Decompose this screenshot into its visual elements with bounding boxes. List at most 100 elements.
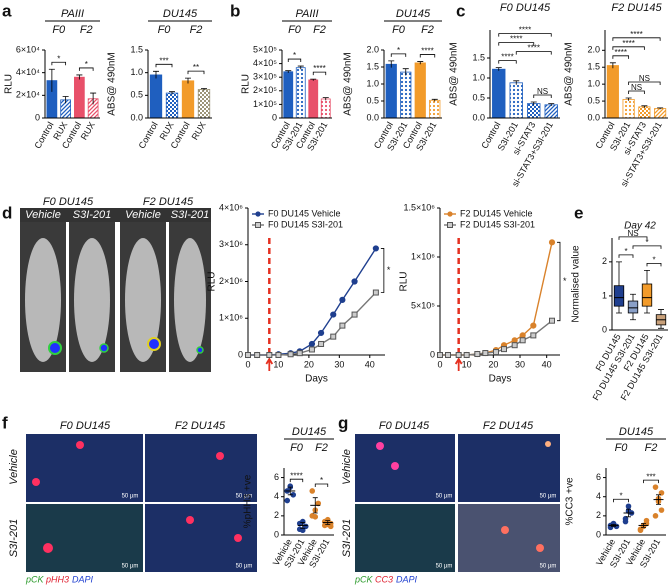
error-bar	[657, 107, 664, 110]
panel-label: f	[2, 413, 8, 432]
mouse	[25, 238, 61, 362]
chart-title: F2 DU145	[611, 2, 662, 14]
significance-bracket	[498, 42, 535, 46]
y-tick-label: 1.5	[587, 62, 600, 72]
significance-bracket	[618, 236, 648, 240]
chart-title: DU145	[396, 8, 431, 20]
significance-bracket	[419, 54, 436, 58]
data-point	[312, 514, 319, 520]
error-bar	[169, 91, 175, 95]
significance-bracket	[51, 61, 67, 66]
panel-label: a	[2, 1, 12, 20]
cell	[536, 544, 544, 552]
marker	[530, 332, 537, 339]
y-axis-label: RLU	[4, 74, 15, 94]
bar	[492, 68, 506, 119]
y-axis-label: ABS@ 490nM	[107, 52, 118, 116]
y-tick-label: 1×10⁶	[411, 251, 435, 261]
significance-label: ****	[510, 35, 522, 44]
significance-bracket	[628, 90, 645, 95]
error-bar	[62, 96, 69, 104]
error-bar	[625, 97, 632, 101]
group-label: F0	[158, 24, 172, 36]
scale-bar: 50 µm	[436, 494, 453, 500]
cell	[501, 526, 509, 534]
x-tick-label: 40	[542, 359, 552, 369]
y-tick-label: 1.0	[472, 72, 485, 82]
significance-bracket	[498, 33, 552, 37]
y-axis-label: ABS@ 490nM	[449, 42, 460, 106]
signal	[48, 341, 62, 355]
y-tick-label: 1.5	[130, 44, 143, 54]
y-tick-label: 0.0	[472, 112, 485, 122]
x-axis-label: Days	[489, 374, 512, 385]
significance-label: ****	[421, 47, 433, 56]
micrograph	[26, 504, 143, 572]
marker	[530, 322, 537, 329]
legend-marker	[447, 222, 453, 228]
y-axis-label: RLU	[399, 271, 410, 291]
significance-label: *	[397, 46, 400, 55]
cell	[391, 462, 399, 470]
marker	[549, 317, 555, 324]
box	[641, 283, 653, 307]
photo-condition: Vehicle	[25, 209, 61, 221]
marker	[455, 352, 462, 358]
y-tick-label: 0.5	[130, 90, 143, 100]
panel-label: b	[230, 1, 240, 20]
x-tick-label: 20	[488, 359, 498, 369]
photo-header	[20, 208, 211, 222]
signal	[196, 346, 204, 354]
bar	[606, 65, 619, 119]
significance-bracket	[390, 53, 407, 57]
error-bar	[300, 522, 306, 529]
photo-panel-d: F0 DU145 F2 DU145 Vehicle S3I-201 Vehicl…	[20, 196, 211, 372]
series-line	[248, 248, 377, 356]
error-bar	[285, 70, 292, 73]
marker	[519, 337, 526, 344]
y-tick-label: 4×10⁶	[219, 202, 243, 212]
significance-label: ***	[646, 472, 655, 481]
y-tick-label: 2	[602, 256, 607, 266]
bar	[181, 80, 195, 119]
bar	[414, 62, 426, 119]
x-tick-label: Control	[137, 120, 160, 150]
panel-label: d	[2, 203, 12, 222]
marker	[372, 289, 379, 296]
error-bar	[48, 68, 55, 92]
scale-bar: 50 µm	[122, 564, 139, 570]
y-axis-label: %CC3 +ve	[565, 477, 576, 526]
scale-bar: 50 µm	[436, 564, 453, 570]
x-tick-label: 20	[304, 359, 314, 369]
y-axis-label: ABS@ 490nM	[343, 52, 354, 116]
x-tick-label: 10	[273, 359, 283, 369]
significance-bracket	[643, 479, 659, 484]
significance-label: *	[293, 51, 296, 60]
marker	[519, 332, 526, 339]
cell	[376, 442, 384, 450]
bar	[165, 92, 179, 119]
group-label: F2	[190, 24, 203, 36]
scale-bar: 50 µm	[236, 564, 253, 570]
chart-title: Day 42	[624, 221, 656, 232]
significance-label: *	[619, 491, 622, 500]
significance-bracket	[612, 37, 661, 41]
x-tick-label: 0	[437, 359, 442, 369]
significance-label: ****	[313, 64, 325, 73]
group-label: F2	[421, 24, 434, 36]
data-point	[284, 497, 291, 504]
marker	[317, 329, 325, 337]
cell	[545, 441, 551, 447]
micrograph-panel-f: F0 DU145 F2 DU145 Vehicle S3I-201 50 µm …	[8, 420, 257, 584]
error-bar	[322, 97, 329, 101]
significance-bracket	[557, 241, 561, 322]
photo-condition: S3I-201	[171, 209, 210, 221]
y-axis-label: Normalised value	[571, 245, 582, 323]
significance-label: NS	[639, 74, 650, 83]
micrograph	[458, 504, 560, 572]
marker	[330, 311, 337, 318]
y-tick-label: 1.5	[472, 52, 485, 62]
column-label: F0 DU145	[60, 420, 111, 432]
legend-label: F0 DU145 Vehicle	[268, 208, 341, 218]
photo-group: F0 DU145	[43, 196, 94, 208]
